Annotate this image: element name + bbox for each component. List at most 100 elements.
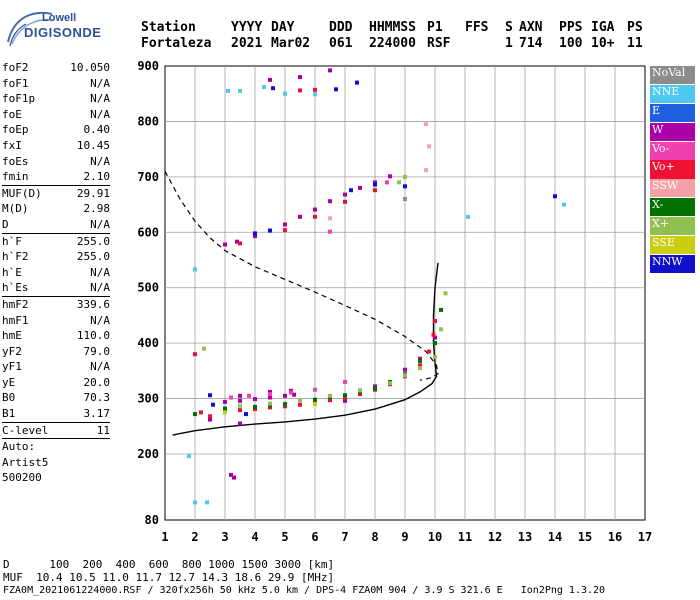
param-separator	[2, 438, 110, 440]
echo-point-w	[268, 389, 272, 394]
echo-point-w	[238, 398, 242, 403]
y-tick-label: 600	[137, 225, 159, 239]
echo-point-vo-	[208, 414, 212, 419]
param-separator	[2, 232, 110, 234]
param-name: hmE	[2, 329, 22, 343]
scaled-parameters-panel: foF2 10.050 foF1 N/A foF1p N/A foE N/A foEp 0.40 f…	[2, 60, 110, 486]
param-separator	[2, 295, 110, 297]
param-row: hmF2 339.6	[2, 297, 110, 313]
x-tick-label: 17	[638, 530, 652, 544]
header-value-4: 224000	[369, 36, 416, 51]
echo-point-x-	[283, 402, 287, 407]
echo-point-x-	[439, 327, 443, 332]
header-label-1: YYYY	[231, 20, 263, 35]
param-note: 500200	[2, 471, 42, 485]
param-row: hmF1 N/A	[2, 313, 110, 329]
param-name: h`F2	[2, 250, 29, 264]
param-name: foF1	[2, 76, 29, 90]
echo-point-x-	[343, 393, 347, 398]
echo-point-vo-	[373, 188, 377, 193]
echo-point-vo-	[298, 88, 302, 93]
echo-point-nnw	[373, 182, 377, 187]
echo-point-nnw	[355, 80, 359, 85]
digisonde-logo: Lowell DIGISONDE	[4, 6, 124, 46]
logo-swoosh-icon	[7, 11, 55, 46]
y-tick-label: 200	[137, 447, 159, 461]
echo-point-w	[328, 68, 332, 73]
header-label-0: Station	[141, 20, 196, 35]
echo-point-nne	[262, 85, 266, 90]
echo-point-vo-	[328, 398, 332, 403]
x-tick-label: 2	[191, 530, 198, 544]
echo-point-w	[343, 192, 347, 197]
echo-point-nnw	[208, 393, 212, 398]
echo-point-w	[238, 393, 242, 398]
footer-muf-row: MUF 10.4 10.5 11.0 11.7 12.7 14.3 18.6 2…	[3, 571, 335, 584]
echo-point-x-	[223, 406, 227, 411]
echo-point-vo-	[289, 390, 293, 395]
echo-point-w	[418, 356, 422, 361]
x-tick-label: 4	[251, 530, 258, 544]
param-name: h`Es	[2, 281, 29, 295]
legend-item-ssw: SSW	[650, 179, 695, 198]
x-tick-label: 11	[458, 530, 472, 544]
param-row: hmE 110.0	[2, 328, 110, 344]
echo-point-x-	[439, 307, 443, 312]
param-value: 79.0	[83, 344, 111, 358]
legend-item-sse: SSE	[650, 235, 695, 255]
legend-item-e: E	[650, 103, 695, 122]
header-value-11: 11	[627, 36, 643, 51]
echo-point-nne	[283, 91, 287, 96]
echo-point-vo-	[427, 349, 431, 354]
param-name: B1	[2, 407, 16, 421]
x-tick-label: 16	[608, 530, 622, 544]
echo-point-nnw	[271, 86, 275, 91]
legend-item-vo-: Vo-	[650, 141, 695, 160]
param-value: 2.10	[83, 170, 111, 184]
echo-point-x-	[403, 373, 407, 378]
header-label-8: AXN	[519, 20, 543, 35]
param-row: foEs N/A	[2, 154, 110, 170]
echo-point-nne	[193, 500, 197, 505]
param-value: N/A	[90, 281, 110, 295]
echo-point-vo-	[418, 363, 422, 368]
echo-point-ssw	[424, 122, 428, 127]
y-tick-label: 700	[137, 170, 159, 184]
param-name: C-level	[2, 423, 49, 437]
param-note: Artist5	[2, 455, 49, 469]
echo-point-vo-	[313, 214, 317, 219]
param-value: 0.40	[83, 123, 111, 137]
echo-point-w	[313, 207, 317, 212]
echo-point-ssw	[328, 216, 332, 221]
echo-point-vo-	[431, 332, 436, 337]
param-value: N/A	[90, 154, 110, 168]
echo-point-x-	[418, 358, 422, 363]
echo-point-sse	[223, 410, 227, 415]
echo-point-vo-	[268, 405, 272, 410]
param-row: C-level 11	[2, 423, 110, 439]
legend-item-nnw: NNW	[650, 254, 695, 273]
echo-point-x-	[358, 388, 362, 393]
echo-point-x-	[328, 393, 332, 398]
param-name: foEp	[2, 123, 29, 137]
param-name: foF2	[2, 61, 29, 74]
echo-point-w	[298, 75, 302, 80]
param-name: M(D)	[2, 202, 29, 216]
param-value: N/A	[90, 76, 110, 90]
param-name: h`F	[2, 234, 22, 248]
x-tick-label: 3	[221, 530, 228, 544]
header-label-10: IGA	[591, 20, 615, 35]
param-name: fmin	[2, 170, 29, 184]
param-value: 70.3	[83, 391, 111, 405]
header-label-3: DDD	[329, 20, 353, 35]
param-value: N/A	[90, 217, 110, 231]
header-value-0: Fortaleza	[141, 36, 212, 51]
legend-item-nne: NNE	[650, 84, 695, 104]
x-tick-label: 15	[578, 530, 592, 544]
param-name: yF1	[2, 360, 22, 374]
param-value: 255.0	[76, 250, 110, 264]
echo-point-w	[238, 421, 242, 426]
echo-point-nne	[226, 88, 230, 93]
echo-point-vo-	[229, 395, 233, 400]
